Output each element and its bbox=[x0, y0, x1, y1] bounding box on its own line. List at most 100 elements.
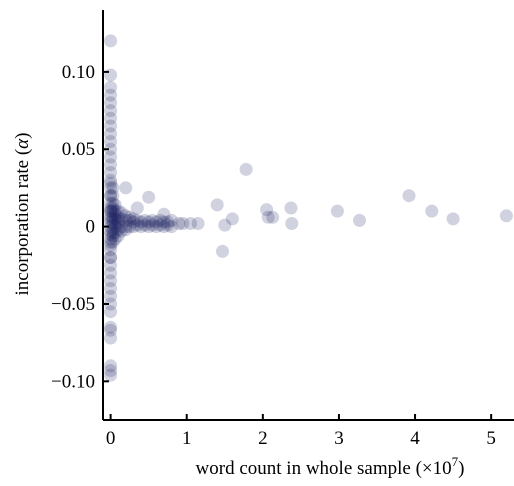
x-axis-label-text: word count in whole sample (×10 bbox=[196, 458, 452, 479]
data-point bbox=[165, 220, 178, 234]
data-point bbox=[104, 150, 118, 164]
data-point bbox=[261, 210, 275, 224]
data-point bbox=[176, 217, 190, 230]
data-point bbox=[104, 215, 118, 229]
data-point bbox=[104, 204, 118, 218]
data-point bbox=[104, 238, 118, 252]
data-point bbox=[157, 207, 171, 221]
data-point bbox=[104, 142, 118, 156]
y-tick-label: 0.10 bbox=[62, 62, 95, 83]
points-layer bbox=[104, 34, 513, 382]
data-point bbox=[266, 210, 280, 224]
data-point bbox=[104, 224, 118, 238]
data-point bbox=[108, 212, 122, 226]
data-point bbox=[104, 232, 118, 246]
data-point bbox=[104, 212, 118, 226]
y-axis-label-suffix: ) bbox=[12, 133, 33, 139]
data-point bbox=[106, 201, 120, 215]
data-point bbox=[111, 210, 125, 224]
data-point bbox=[157, 220, 171, 234]
data-point bbox=[330, 204, 344, 218]
data-point bbox=[111, 213, 125, 227]
data-point bbox=[104, 111, 118, 125]
data-point bbox=[119, 181, 133, 195]
data-point bbox=[104, 176, 118, 190]
data-point bbox=[153, 213, 167, 227]
data-point bbox=[216, 244, 229, 258]
data-point bbox=[138, 218, 152, 232]
data-point bbox=[104, 189, 118, 203]
data-point bbox=[114, 212, 128, 226]
y-tick-label: −0.05 bbox=[51, 294, 95, 315]
data-point bbox=[108, 217, 122, 230]
data-point bbox=[111, 217, 125, 230]
data-point bbox=[104, 251, 118, 264]
data-point bbox=[114, 224, 128, 238]
data-point bbox=[104, 220, 118, 234]
data-point bbox=[149, 220, 163, 234]
data-point bbox=[106, 204, 120, 218]
data-point bbox=[104, 235, 118, 249]
data-point bbox=[108, 220, 122, 234]
data-point bbox=[402, 189, 416, 203]
data-point bbox=[153, 218, 167, 232]
data-point bbox=[123, 210, 137, 224]
data-point bbox=[104, 88, 118, 102]
data-point bbox=[104, 189, 118, 203]
data-point bbox=[106, 189, 120, 203]
data-point bbox=[104, 305, 118, 319]
data-point bbox=[104, 258, 118, 272]
data-point bbox=[146, 213, 159, 227]
data-point bbox=[106, 223, 120, 237]
data-point bbox=[210, 198, 224, 212]
x-axis-label-sup: 7 bbox=[452, 454, 459, 469]
data-point bbox=[104, 166, 118, 179]
data-point bbox=[130, 218, 144, 232]
data-point bbox=[138, 213, 152, 227]
data-point bbox=[126, 220, 140, 234]
data-point bbox=[106, 217, 120, 230]
axes-layer bbox=[102, 10, 514, 421]
data-point bbox=[106, 226, 120, 240]
data-point bbox=[119, 209, 133, 223]
data-point bbox=[119, 223, 133, 237]
data-point bbox=[446, 212, 460, 226]
data-point bbox=[239, 162, 253, 176]
data-point bbox=[184, 217, 197, 230]
data-point bbox=[104, 266, 118, 280]
x-axis-label: word count in whole sample (×107) bbox=[196, 454, 465, 479]
data-point bbox=[108, 198, 122, 212]
data-point bbox=[104, 204, 118, 218]
data-point bbox=[126, 212, 140, 226]
data-point bbox=[104, 158, 118, 172]
data-point bbox=[104, 209, 118, 223]
data-point bbox=[104, 104, 118, 118]
data-point bbox=[104, 251, 118, 264]
data-point bbox=[149, 215, 163, 229]
data-point bbox=[425, 204, 439, 218]
data-point bbox=[104, 201, 118, 215]
data-point bbox=[106, 235, 120, 249]
data-point bbox=[104, 359, 118, 373]
data-point bbox=[165, 213, 178, 227]
data-point bbox=[104, 320, 118, 334]
data-point bbox=[353, 213, 366, 227]
data-point bbox=[104, 323, 118, 337]
data-point bbox=[142, 220, 156, 234]
x-tick-label: 0 bbox=[106, 428, 116, 449]
data-point bbox=[104, 289, 118, 303]
x-tick-label: 3 bbox=[334, 428, 344, 449]
data-point bbox=[104, 135, 118, 148]
data-point bbox=[111, 223, 125, 237]
data-point bbox=[218, 218, 232, 232]
data-point bbox=[146, 218, 159, 232]
data-point bbox=[161, 218, 175, 232]
data-point bbox=[130, 201, 144, 215]
data-point bbox=[104, 227, 118, 241]
data-point bbox=[225, 212, 239, 226]
data-point bbox=[104, 243, 118, 257]
data-point bbox=[134, 220, 148, 234]
data-point bbox=[499, 209, 513, 223]
